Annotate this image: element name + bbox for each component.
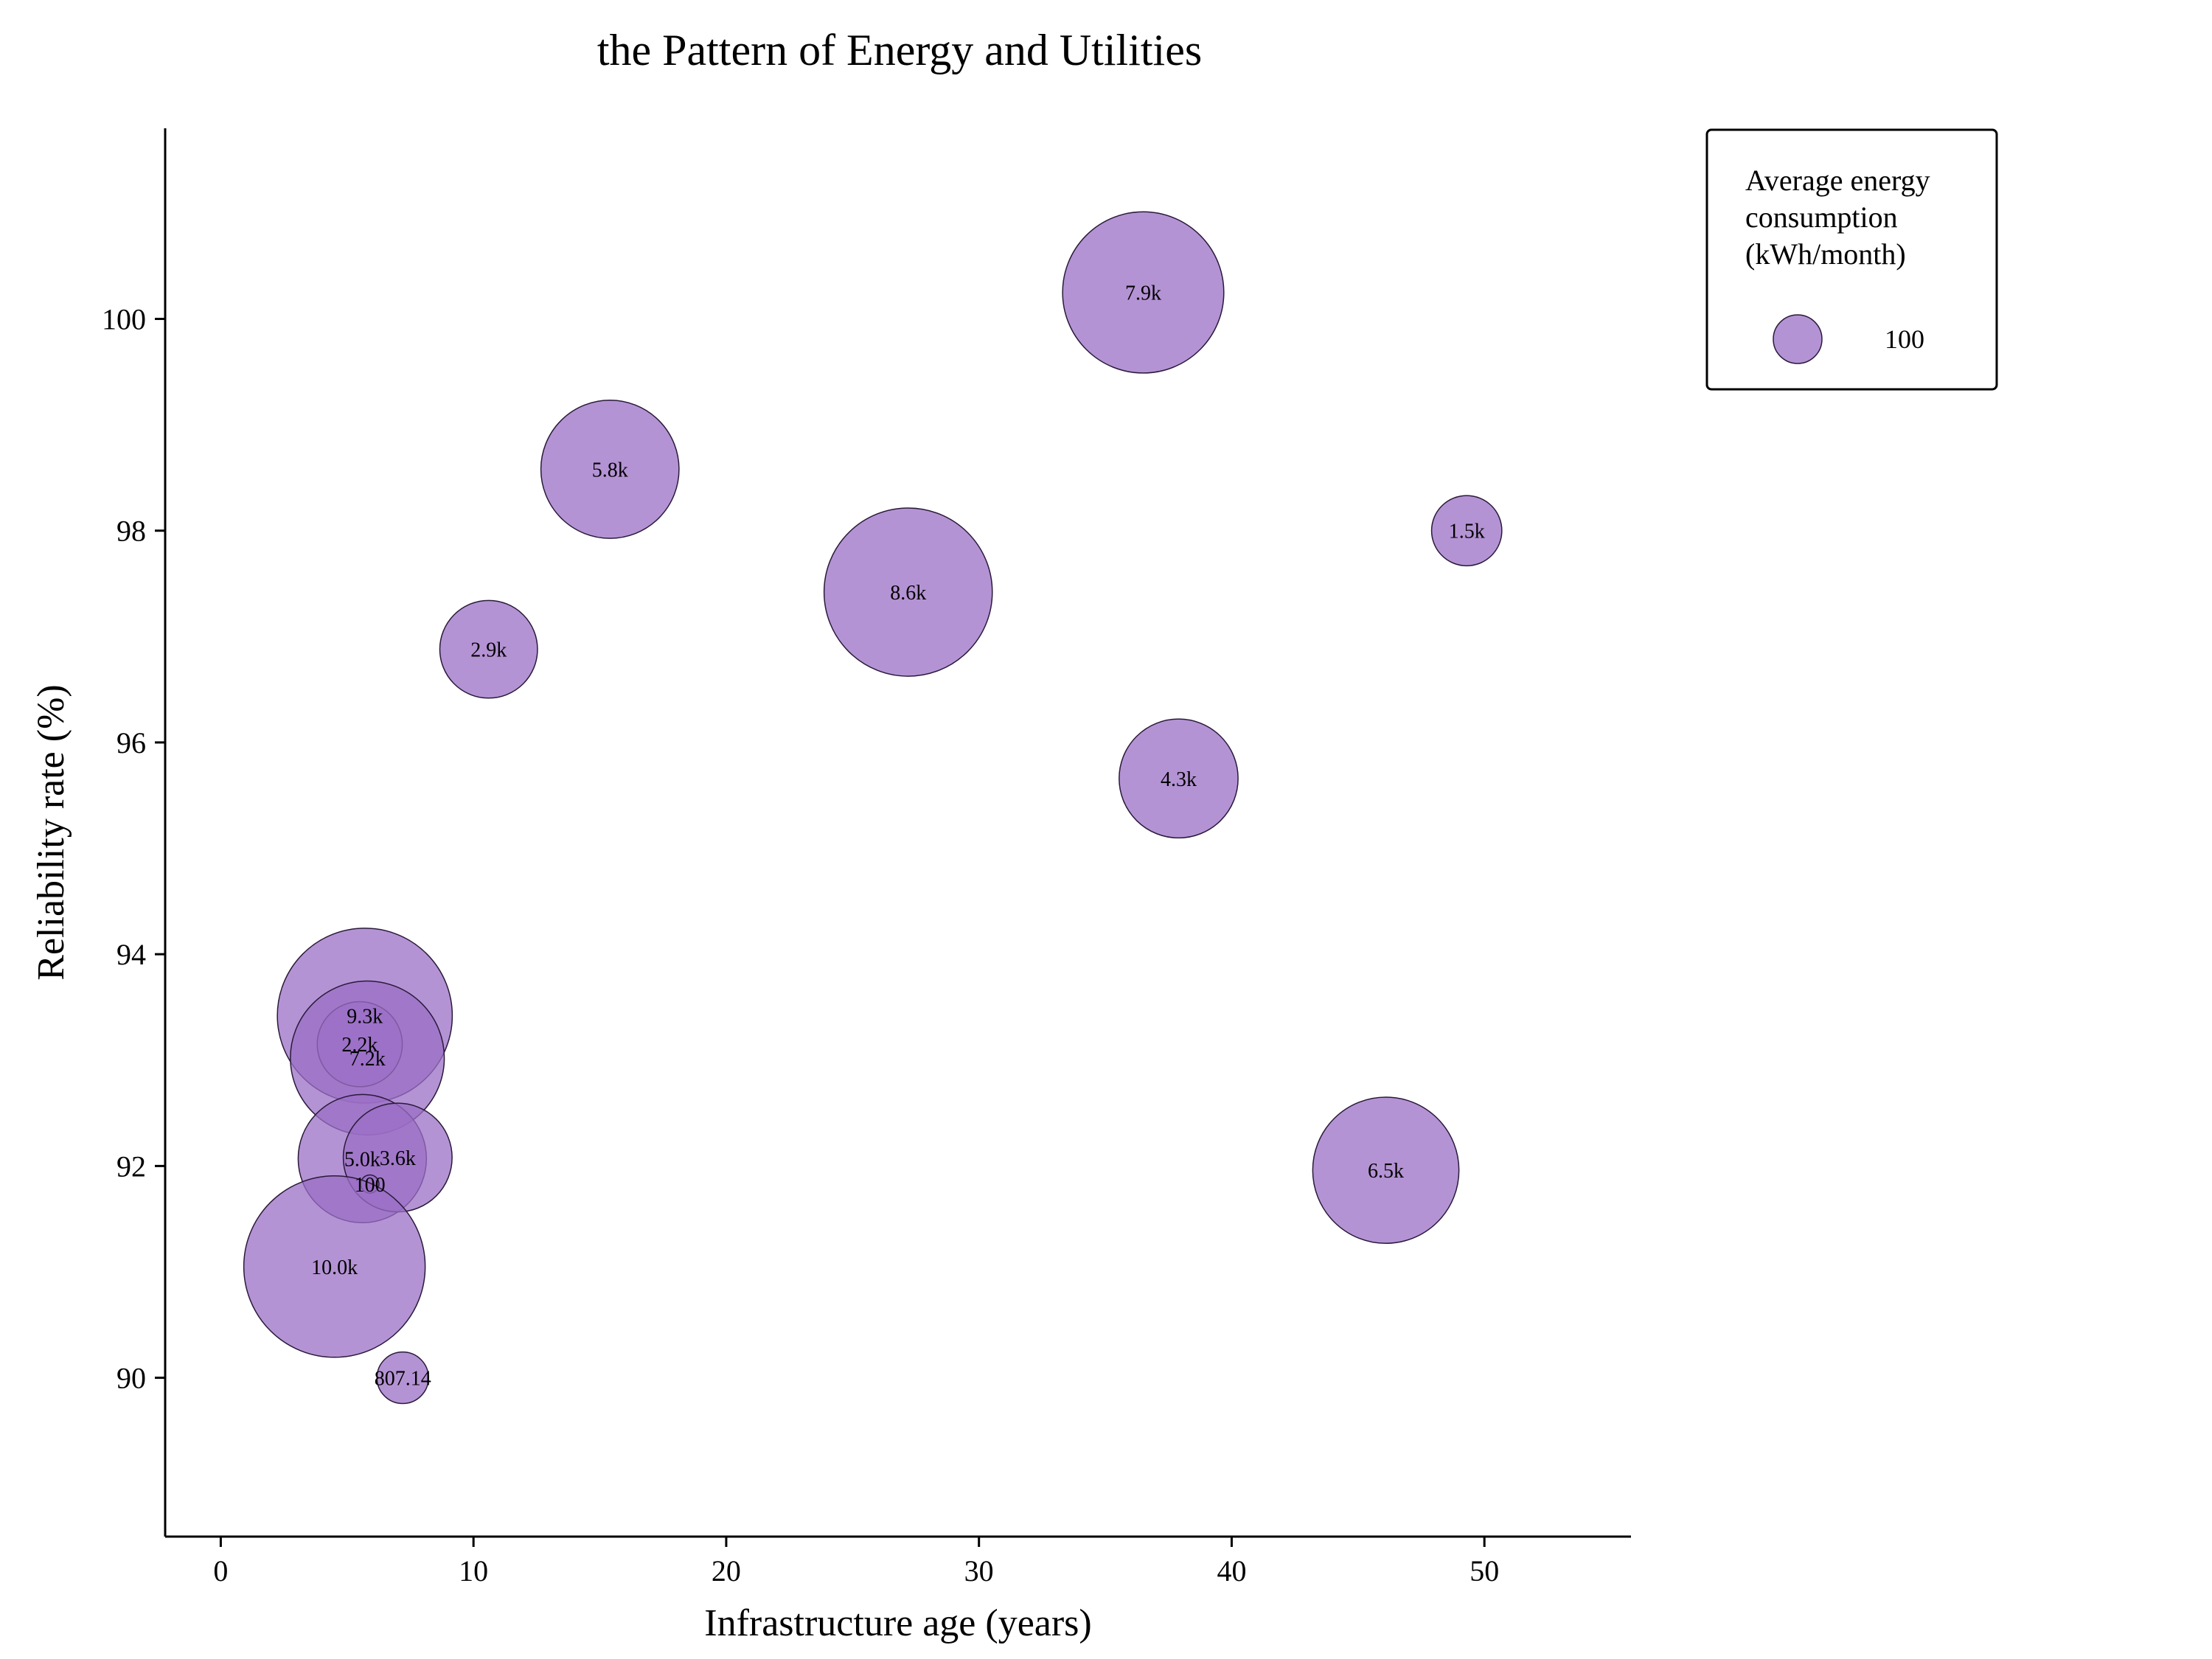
x-tick-label: 0: [213, 1554, 228, 1587]
bubble-label-6: 9.3k: [347, 1005, 383, 1028]
y-axis-label: Reliability rate (%): [30, 684, 72, 980]
x-tick-label: 40: [1217, 1554, 1246, 1587]
x-tick-layer: 0 10 20 30 40 50: [213, 1537, 1499, 1587]
bubble-label-13: 10.0k: [311, 1256, 358, 1279]
bubble-label-layer: 7.9k 5.8k 1.5k 8.6k 2.9k 4.3k 9.3k 2.2k7.2k 5.0k…: [311, 282, 1485, 1391]
chart-title: the Pattern of Energy and Utilities: [597, 26, 1202, 74]
bubble-label-1: 5.8k: [592, 459, 628, 481]
bubble-13: [243, 1175, 426, 1358]
bubble-0: [1062, 211, 1225, 374]
x-axis-label: Infrastructure age (years): [704, 1602, 1091, 1644]
x-tick-label: 10: [459, 1554, 488, 1587]
x-tick-label: 20: [712, 1554, 741, 1587]
y-tick-label: 98: [116, 515, 146, 548]
bubble-label-14: 807.14: [375, 1368, 431, 1391]
x-tick-label: 50: [1470, 1554, 1499, 1587]
bubble-label-11: 100: [355, 1174, 386, 1197]
legend: Average energy consumption (kWh/month) 1…: [1705, 128, 1998, 391]
bubble-label-7: 2.2k: [341, 1034, 378, 1057]
bubble-4: [439, 599, 538, 699]
bubble-layer: [243, 211, 1503, 1405]
bubble-12: [1312, 1096, 1460, 1245]
bubble-label-10: 3.6k: [380, 1147, 416, 1170]
bubble-1: [540, 399, 680, 539]
bubble-label-2: 1.5k: [1449, 521, 1485, 543]
bubble-label-8: 7.2k: [349, 1048, 386, 1071]
legend-title-line-3: (kWh/month): [1745, 237, 1906, 271]
bubble-label-9: 5.0k: [344, 1148, 380, 1171]
bubble-3: [823, 507, 993, 677]
y-tick-layer: 90 92 94 96 98 100: [102, 302, 165, 1395]
bubble-5: [1119, 718, 1239, 839]
y-tick-label: 96: [116, 726, 146, 759]
legend-entry-label: 100: [1885, 324, 1924, 354]
bubble-label-4: 2.9k: [470, 639, 507, 662]
legend-title-line-1: Average energy: [1745, 164, 1930, 197]
bubble-label-12: 6.5k: [1368, 1160, 1404, 1183]
legend-title-line-2: consumption: [1745, 201, 1898, 234]
bubble-2: [1430, 495, 1503, 567]
bubble-label-3: 8.6k: [890, 582, 926, 605]
bubble-label-0: 7.9k: [1125, 282, 1161, 305]
y-tick-label: 100: [102, 302, 146, 335]
y-tick-label: 90: [116, 1362, 146, 1395]
y-tick-label: 92: [116, 1150, 146, 1183]
bubble-label-5: 4.3k: [1161, 768, 1197, 791]
bubble-14: [376, 1351, 429, 1405]
x-tick-label: 30: [964, 1554, 994, 1587]
y-tick-label: 94: [116, 938, 146, 971]
legend-marker: [1773, 314, 1823, 364]
